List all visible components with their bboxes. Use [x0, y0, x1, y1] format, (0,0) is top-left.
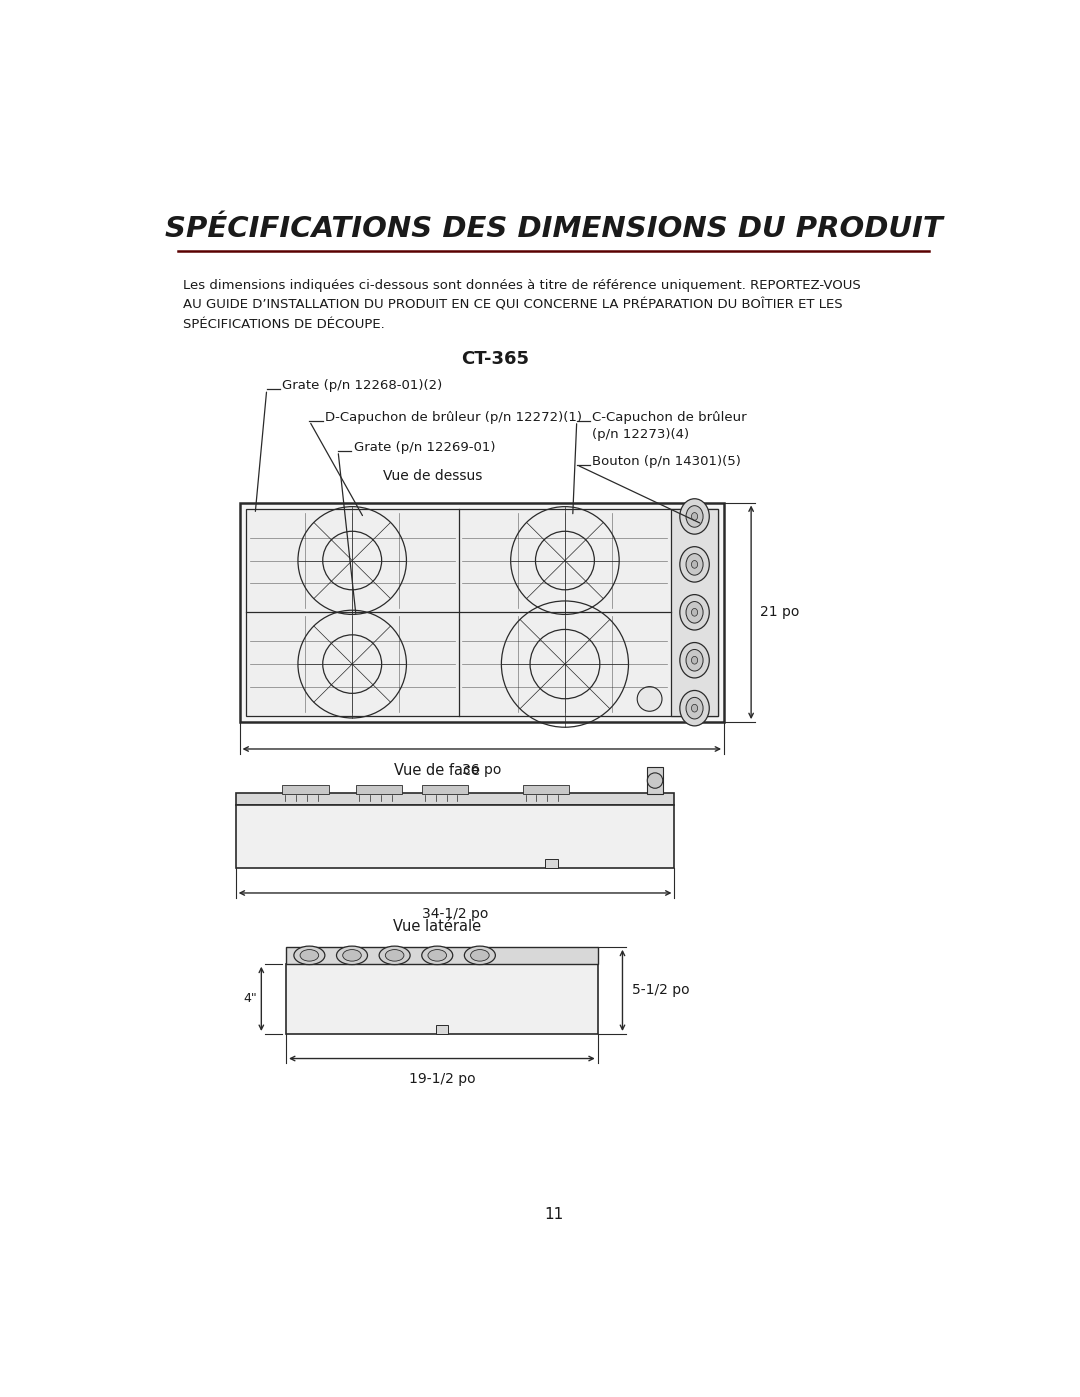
- Bar: [435, 1024, 448, 1034]
- Text: SPÉCIFICATIONS DE DÉCOUPE.: SPÉCIFICATIONS DE DÉCOUPE.: [183, 317, 384, 331]
- Ellipse shape: [679, 690, 710, 726]
- Ellipse shape: [691, 609, 698, 616]
- Bar: [422, 785, 469, 795]
- Ellipse shape: [686, 697, 703, 719]
- Bar: [240, 503, 724, 722]
- Bar: [545, 859, 557, 869]
- Text: AU GUIDE D’INSTALLATION DU PRODUIT EN CE QUI CONCERNE LA PRÉPARATION DU BOÎTIER : AU GUIDE D’INSTALLATION DU PRODUIT EN CE…: [183, 299, 842, 312]
- Bar: [246, 509, 718, 715]
- Ellipse shape: [691, 657, 698, 664]
- Text: SPÉCIFICATIONS DES DIMENSIONS DU PRODUIT: SPÉCIFICATIONS DES DIMENSIONS DU PRODUIT: [164, 215, 943, 243]
- Text: 34-1/2 po: 34-1/2 po: [422, 907, 488, 921]
- Ellipse shape: [686, 553, 703, 576]
- Bar: [235, 805, 674, 869]
- Ellipse shape: [428, 950, 446, 961]
- Text: 19-1/2 po: 19-1/2 po: [408, 1073, 475, 1087]
- Ellipse shape: [342, 950, 362, 961]
- Bar: [523, 785, 569, 795]
- Text: C-Capuchon de brûleur: C-Capuchon de brûleur: [592, 411, 747, 425]
- Text: Vue de dessus: Vue de dessus: [383, 469, 483, 483]
- Bar: [286, 947, 597, 964]
- Ellipse shape: [679, 643, 710, 678]
- Text: Vue latérale: Vue latérale: [393, 919, 482, 933]
- Bar: [356, 785, 403, 795]
- Circle shape: [647, 773, 663, 788]
- Ellipse shape: [300, 950, 319, 961]
- Ellipse shape: [686, 650, 703, 671]
- Text: Vue de face: Vue de face: [394, 763, 481, 778]
- Ellipse shape: [464, 946, 496, 964]
- Ellipse shape: [337, 946, 367, 964]
- Bar: [286, 964, 597, 1034]
- Ellipse shape: [691, 513, 698, 520]
- Text: 4": 4": [244, 992, 257, 1006]
- Text: 11: 11: [544, 1207, 563, 1222]
- Ellipse shape: [679, 595, 710, 630]
- Text: 21 po: 21 po: [760, 605, 800, 619]
- Text: 5-1/2 po: 5-1/2 po: [632, 983, 689, 997]
- Ellipse shape: [691, 704, 698, 712]
- Ellipse shape: [679, 499, 710, 534]
- Bar: [672, 509, 718, 715]
- Ellipse shape: [679, 546, 710, 583]
- Text: Bouton (p/n 14301)(5): Bouton (p/n 14301)(5): [592, 455, 741, 468]
- Bar: [235, 793, 674, 805]
- Ellipse shape: [471, 950, 489, 961]
- Text: Grate (p/n 12269-01): Grate (p/n 12269-01): [353, 441, 495, 454]
- Ellipse shape: [294, 946, 325, 964]
- Bar: [282, 785, 328, 795]
- Text: CT-365: CT-365: [461, 351, 529, 369]
- Text: Grate (p/n 12268-01)(2): Grate (p/n 12268-01)(2): [282, 380, 443, 393]
- Circle shape: [637, 686, 662, 711]
- Ellipse shape: [686, 506, 703, 527]
- Ellipse shape: [422, 946, 453, 964]
- Text: D-Capuchon de brûleur (p/n 12272)(1): D-Capuchon de brûleur (p/n 12272)(1): [325, 411, 582, 425]
- Bar: [647, 767, 663, 795]
- Ellipse shape: [686, 602, 703, 623]
- Text: Les dimensions indiquées ci-dessous sont données à titre de référence uniquement: Les dimensions indiquées ci-dessous sont…: [183, 279, 861, 292]
- Text: 36 po: 36 po: [462, 763, 501, 777]
- Ellipse shape: [386, 950, 404, 961]
- Ellipse shape: [691, 560, 698, 569]
- Text: (p/n 12273)(4): (p/n 12273)(4): [592, 427, 689, 441]
- Ellipse shape: [379, 946, 410, 964]
